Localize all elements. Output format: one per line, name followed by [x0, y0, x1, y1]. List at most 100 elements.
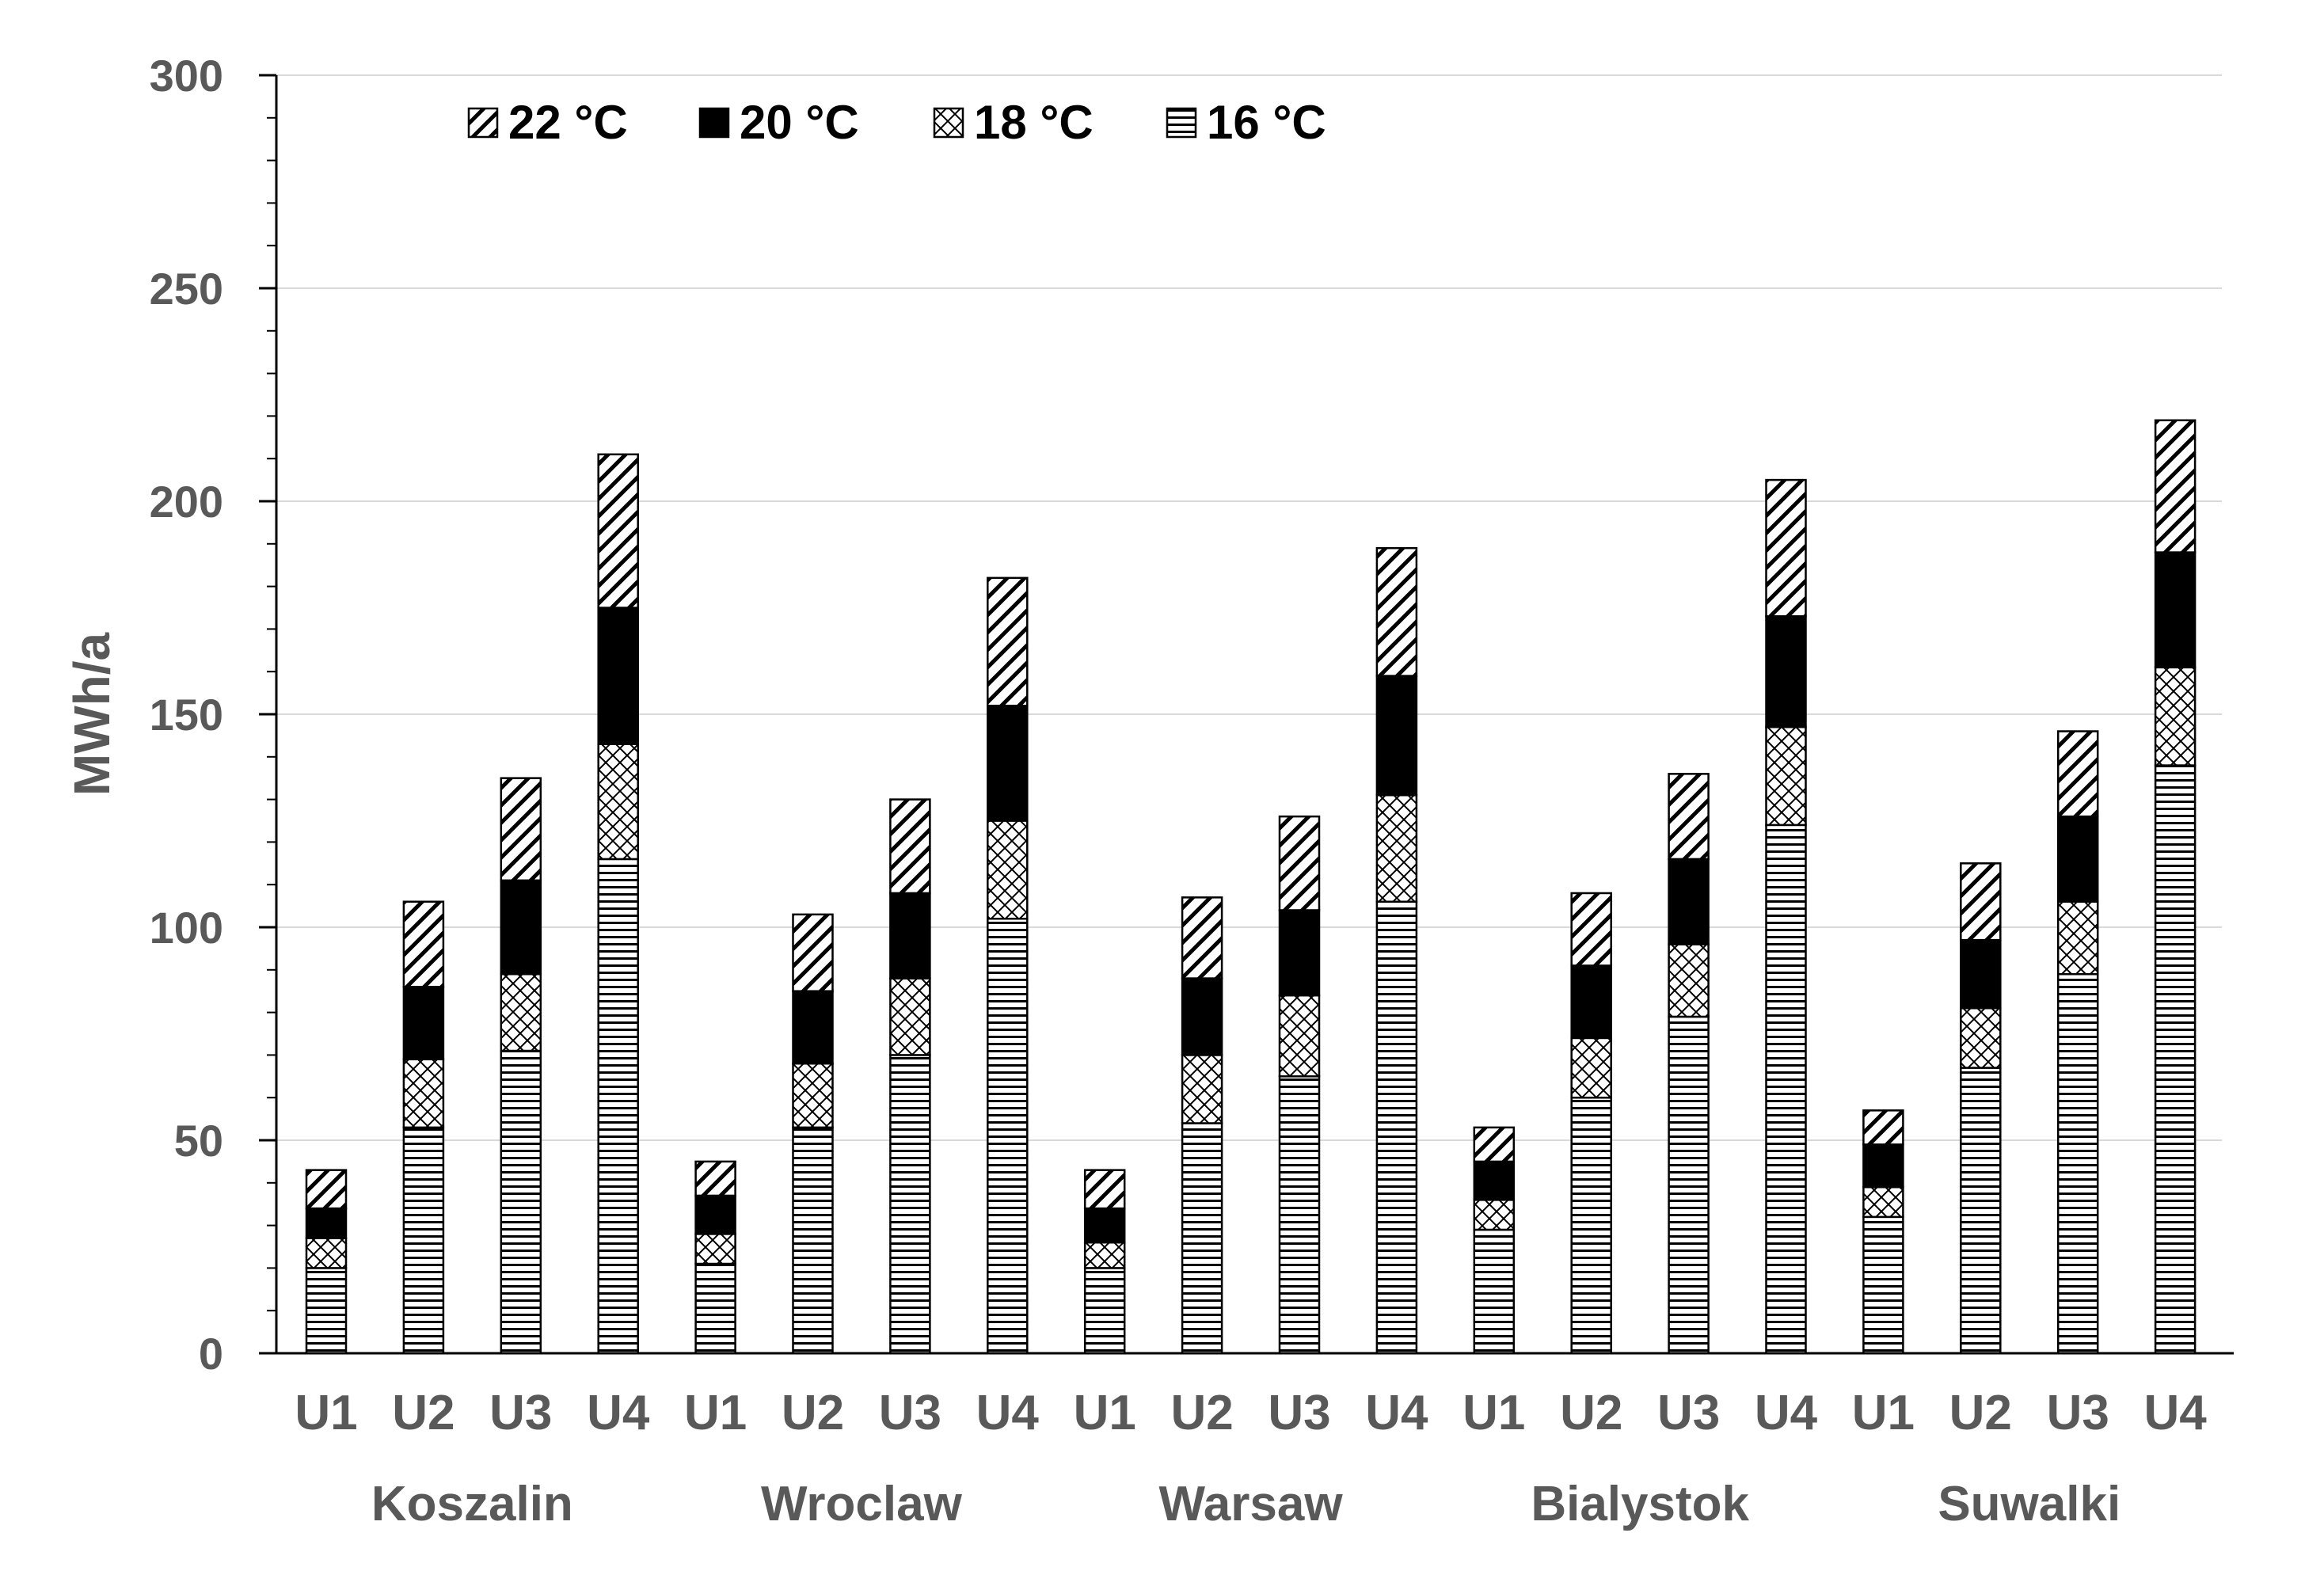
axis-labels: 0 50 100 150 200 250 300 U1 U2 U3 U4 U1 U2 U3 U4 U1 U2 U3…: [150, 51, 2208, 1531]
x-tick-label: U4: [2143, 1386, 2207, 1440]
bar-segment: [402, 1058, 445, 1129]
x-tick-label: U3: [1657, 1386, 1720, 1440]
bar-segment: [1181, 1122, 1223, 1355]
bar-segment: [1570, 1037, 1612, 1099]
bar-segment: [500, 879, 542, 976]
y-axis-label: MWh/a: [63, 633, 120, 797]
bar-segment: [2056, 730, 2099, 818]
bar-segment: [597, 607, 639, 745]
legend: 22 °C 20 °C 18 °C 16 °C: [467, 96, 1326, 149]
bar-segment: [694, 1194, 736, 1235]
bar-segment: [987, 917, 1029, 1355]
bar-segment: [1083, 1207, 1126, 1244]
axes: [259, 74, 2234, 1355]
y-tick-label: 150: [150, 690, 223, 740]
bar-segment: [305, 1237, 348, 1269]
bar-segment: [889, 977, 931, 1056]
bar-segment: [1960, 862, 2002, 941]
bar-segment: [1278, 1075, 1321, 1355]
bar-segment: [597, 453, 639, 609]
legend-swatch: [698, 107, 730, 139]
y-tick-label: 0: [199, 1329, 223, 1379]
bar-segment: [597, 858, 639, 1355]
x-tick-label: U2: [1949, 1386, 2012, 1440]
bar-segment: [597, 743, 639, 861]
bar-segment: [402, 900, 445, 988]
bar-segment: [987, 820, 1029, 920]
x-tick-label: U3: [2047, 1386, 2109, 1440]
bar-segment: [500, 972, 542, 1052]
x-tick-label: U2: [392, 1386, 455, 1440]
bar-segment: [1375, 675, 1418, 797]
bar-segment: [2154, 419, 2197, 553]
bar-segment: [1278, 909, 1321, 997]
x-tick-label: U1: [1074, 1386, 1136, 1440]
x-tick-label: U1: [1462, 1386, 1525, 1440]
bar-segment: [1083, 1241, 1126, 1269]
bar-segment: [1668, 858, 1710, 945]
y-tick-label: 100: [150, 903, 223, 953]
bar-segment: [1473, 1160, 1516, 1201]
bar-segment: [402, 986, 445, 1061]
bar-segment: [792, 913, 834, 992]
bar-segment: [1570, 964, 1612, 1040]
group-label: Suwalki: [1938, 1477, 2121, 1531]
x-tick-label: U2: [1560, 1386, 1622, 1440]
bar-segment: [889, 1054, 931, 1355]
bar-segment: [1862, 1185, 1904, 1219]
bar-segment: [1668, 1015, 1710, 1355]
bar-segment: [889, 892, 931, 979]
x-tick-label: U2: [782, 1386, 844, 1440]
x-tick-label: U2: [1170, 1386, 1233, 1440]
bar-segment: [1668, 943, 1710, 1018]
bar-segment: [1668, 773, 1710, 861]
x-tick-label: U1: [684, 1386, 747, 1440]
x-tick-label: U3: [879, 1386, 941, 1440]
bar-segment: [2154, 666, 2197, 766]
legend-swatch: [933, 107, 964, 139]
bar-segment: [1278, 994, 1321, 1078]
bar-segment: [1473, 1199, 1516, 1231]
bar-segment: [1083, 1267, 1126, 1355]
legend-entry: 18 °C: [974, 96, 1094, 149]
bar-segment: [987, 576, 1029, 707]
bars: [305, 419, 2197, 1355]
bar-segment: [1765, 478, 1807, 618]
bar-segment: [889, 798, 931, 895]
bar-segment: [402, 1126, 445, 1355]
bar-segment: [1473, 1126, 1516, 1163]
x-tick-label: U4: [1365, 1386, 1428, 1440]
bar-segment: [1765, 725, 1807, 827]
legend-entry: 20 °C: [740, 96, 859, 149]
bar-segment: [2056, 900, 2099, 976]
bar-segment: [1181, 1054, 1223, 1124]
bar-segment: [1960, 1006, 2002, 1069]
bar-segment: [1375, 793, 1418, 903]
bar-segment: [2154, 551, 2197, 669]
bar-segment: [500, 1049, 542, 1355]
x-tick-label: U3: [489, 1386, 552, 1440]
bar-segment: [2056, 972, 2099, 1355]
x-tick-label: U4: [976, 1386, 1040, 1440]
x-tick-label: U4: [1755, 1386, 1818, 1440]
bar-segment: [1375, 546, 1418, 677]
bar-segment: [1473, 1228, 1516, 1355]
bar-segment: [1375, 900, 1418, 1355]
bar-segment: [1181, 896, 1223, 979]
group-label: Koszalin: [371, 1477, 573, 1531]
bar-segment: [792, 990, 834, 1065]
legend-swatch: [467, 107, 499, 139]
bar-segment: [305, 1207, 348, 1239]
bar-segment: [1765, 615, 1807, 728]
y-tick-label: 300: [150, 51, 223, 101]
bar-segment: [1570, 892, 1612, 967]
bar-segment: [1862, 1215, 1904, 1355]
bar-segment: [305, 1267, 348, 1355]
group-label: Warsaw: [1159, 1477, 1344, 1531]
bar-segment: [2056, 815, 2099, 903]
bar-segment: [1278, 815, 1321, 911]
bar-segment: [500, 777, 542, 882]
y-tick-label: 200: [150, 477, 223, 527]
